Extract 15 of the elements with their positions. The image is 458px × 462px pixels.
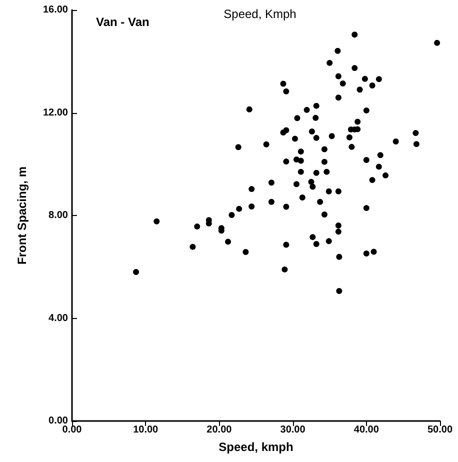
x-tick-label: 30.00 <box>280 424 306 436</box>
y-tick-label: 8.00 <box>48 210 68 221</box>
y-axis-title: Front Spacing, m <box>15 166 29 265</box>
y-tick-label: 12.00 <box>42 107 68 118</box>
x-tick-label: 20.00 <box>206 424 232 436</box>
y-tick-label: 4.00 <box>48 312 68 324</box>
x-tick-label: 10.00 <box>133 424 159 436</box>
y-tick-label: 16.00 <box>42 4 68 16</box>
chart-title: Speed, Kmph <box>224 7 296 21</box>
x-tick-label: 40.00 <box>354 424 380 436</box>
x-tick-label: 50.00 <box>427 424 453 436</box>
y-tick-label: 0.00 <box>48 416 68 426</box>
x-axis-title: Speed, kmph <box>218 440 294 454</box>
annotation: Van - Van <box>96 15 150 29</box>
x-tick-label: 0.00 <box>62 424 82 436</box>
